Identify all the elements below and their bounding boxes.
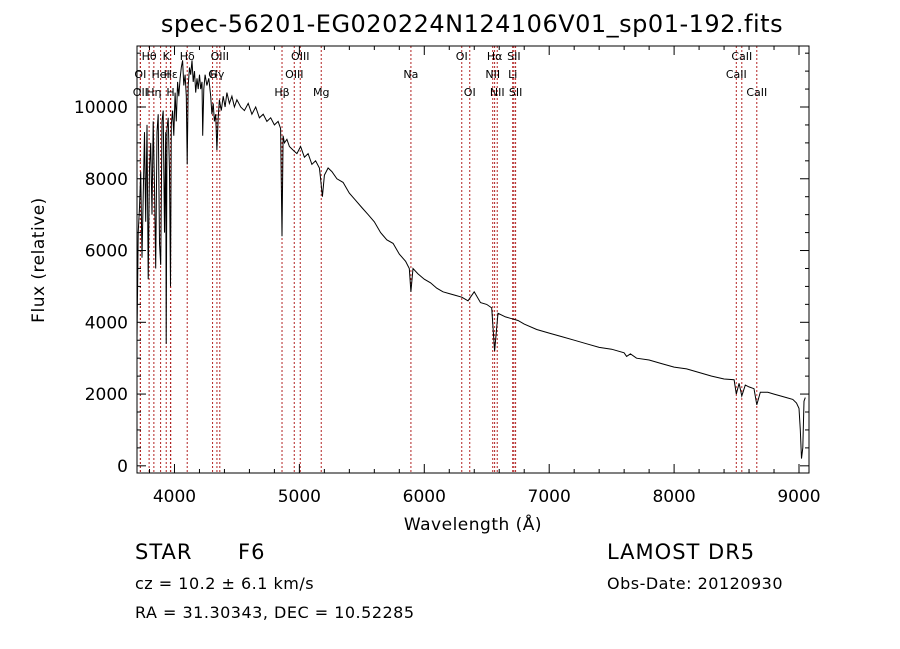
object-subclass: F6 bbox=[238, 540, 266, 564]
y-tick-label: 0 bbox=[117, 457, 128, 477]
y-tick-label: 4000 bbox=[85, 313, 128, 333]
line-labels: HθOIIOIHηHeIKHHεHδGOIIIHγHβOIIIOIIIMgNaO… bbox=[133, 50, 767, 99]
x-tick-label: 9000 bbox=[777, 487, 820, 507]
line-label: HeI bbox=[151, 68, 169, 81]
observation-date: Obs-Date: 20120930 bbox=[607, 574, 784, 593]
line-label: SII bbox=[509, 86, 522, 99]
plot-frame bbox=[136, 45, 810, 474]
line-label: Hθ bbox=[142, 50, 157, 63]
y-axis-label: Flux (relative) bbox=[29, 197, 49, 323]
line-label: NII bbox=[485, 68, 500, 81]
line-label: Hε bbox=[164, 68, 178, 81]
line-label: CaII bbox=[731, 50, 752, 63]
line-label: CaII bbox=[746, 86, 767, 99]
line-label: H bbox=[166, 86, 174, 99]
line-label: OI bbox=[456, 50, 468, 63]
redshift-velocity: cz = 10.2 ± 6.1 km/s bbox=[135, 574, 315, 593]
line-label: OI bbox=[464, 86, 476, 99]
line-label: NII bbox=[490, 86, 505, 99]
line-label: Li bbox=[508, 68, 517, 81]
spectrum-line bbox=[136, 60, 806, 459]
line-label: G bbox=[208, 68, 217, 81]
line-label: K bbox=[163, 50, 171, 63]
x-axis: 4000 5000 6000 7000 8000 9000 bbox=[148, 46, 821, 507]
x-tick-label: 4000 bbox=[153, 487, 196, 507]
line-label: Hα bbox=[487, 50, 503, 63]
line-label: OIII bbox=[291, 50, 309, 63]
x-tick-label: 5000 bbox=[278, 487, 321, 507]
line-label: OIII bbox=[285, 68, 303, 81]
y-tick-label: 10000 bbox=[74, 98, 128, 118]
x-tick-label: 6000 bbox=[403, 487, 446, 507]
line-label: OI bbox=[134, 68, 146, 81]
object-class: STAR bbox=[135, 540, 193, 564]
line-label: Hγ bbox=[210, 68, 225, 81]
coordinates: RA = 31.30343, DEC = 10.52285 bbox=[135, 603, 415, 622]
y-tick-label: 8000 bbox=[85, 170, 128, 190]
line-label: SII bbox=[507, 50, 520, 63]
x-tick-label: 7000 bbox=[528, 487, 571, 507]
y-tick-label: 2000 bbox=[85, 385, 128, 405]
spectrum-chart: spec-56201-EG020224N124106V01_sp01-192.f… bbox=[29, 10, 821, 535]
y-axis: 0 2000 4000 6000 8000 10000 bbox=[74, 52, 809, 477]
x-axis-label: Wavelength (Å) bbox=[404, 513, 542, 535]
x-tick-label: 8000 bbox=[652, 487, 695, 507]
line-label: Hη bbox=[146, 86, 161, 99]
line-markers bbox=[139, 46, 758, 473]
line-label: Mg bbox=[313, 86, 329, 99]
y-tick-label: 6000 bbox=[85, 242, 128, 262]
survey-name: LAMOST DR5 bbox=[607, 540, 756, 564]
line-label: OIII bbox=[211, 50, 229, 63]
chart-title: spec-56201-EG020224N124106V01_sp01-192.f… bbox=[161, 10, 783, 38]
line-label: Hβ bbox=[274, 86, 289, 99]
line-label: Hδ bbox=[180, 50, 195, 63]
line-label: CaII bbox=[726, 68, 747, 81]
line-label: Na bbox=[403, 68, 418, 81]
